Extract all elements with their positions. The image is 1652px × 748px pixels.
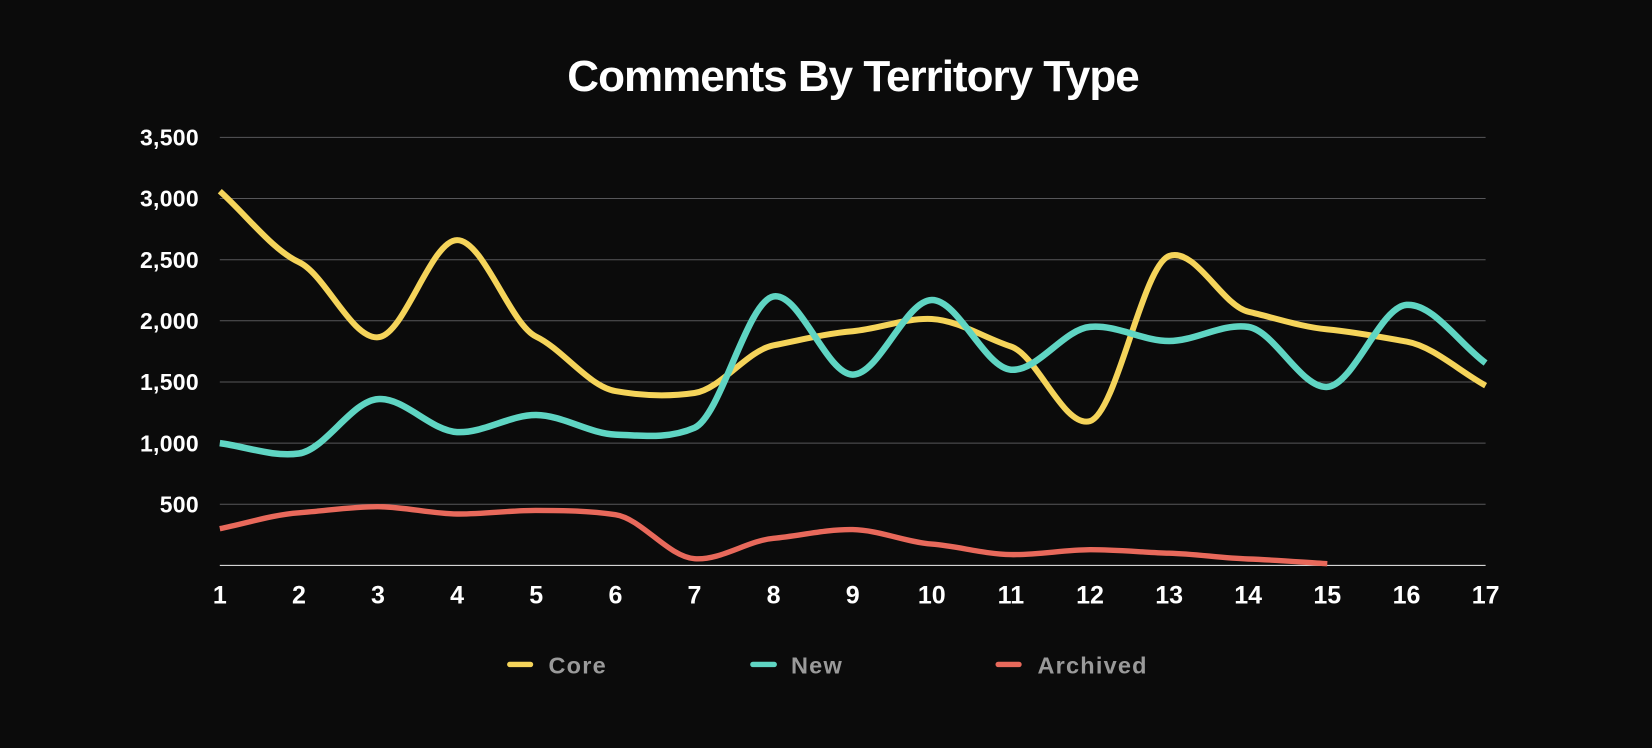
svg-text:2,000: 2,000 (140, 308, 199, 334)
svg-text:1: 1 (213, 582, 227, 610)
svg-text:10: 10 (918, 582, 946, 610)
svg-text:6: 6 (608, 582, 622, 610)
svg-text:7: 7 (688, 582, 702, 610)
svg-text:14: 14 (1234, 582, 1262, 610)
svg-text:9: 9 (846, 582, 860, 610)
svg-text:4: 4 (450, 582, 464, 610)
svg-text:15: 15 (1313, 582, 1341, 610)
svg-text:3,000: 3,000 (140, 186, 199, 212)
svg-text:Comments By Territory Type: Comments By Territory Type (567, 52, 1138, 101)
svg-text:5: 5 (529, 582, 543, 610)
svg-text:2: 2 (292, 582, 306, 610)
svg-text:11: 11 (998, 582, 1025, 610)
svg-text:12: 12 (1076, 582, 1104, 610)
svg-text:2,500: 2,500 (140, 247, 199, 273)
svg-text:New: New (791, 653, 843, 679)
svg-text:13: 13 (1155, 582, 1183, 610)
svg-text:8: 8 (767, 582, 781, 610)
svg-text:500: 500 (160, 492, 199, 518)
svg-text:3: 3 (371, 582, 385, 610)
svg-text:1,500: 1,500 (140, 369, 199, 395)
svg-text:16: 16 (1393, 582, 1421, 610)
svg-text:1,000: 1,000 (140, 430, 199, 456)
svg-text:Archived: Archived (1038, 653, 1148, 679)
svg-text:Core: Core (549, 653, 607, 679)
svg-text:3,500: 3,500 (140, 125, 199, 151)
svg-text:17: 17 (1472, 582, 1500, 610)
